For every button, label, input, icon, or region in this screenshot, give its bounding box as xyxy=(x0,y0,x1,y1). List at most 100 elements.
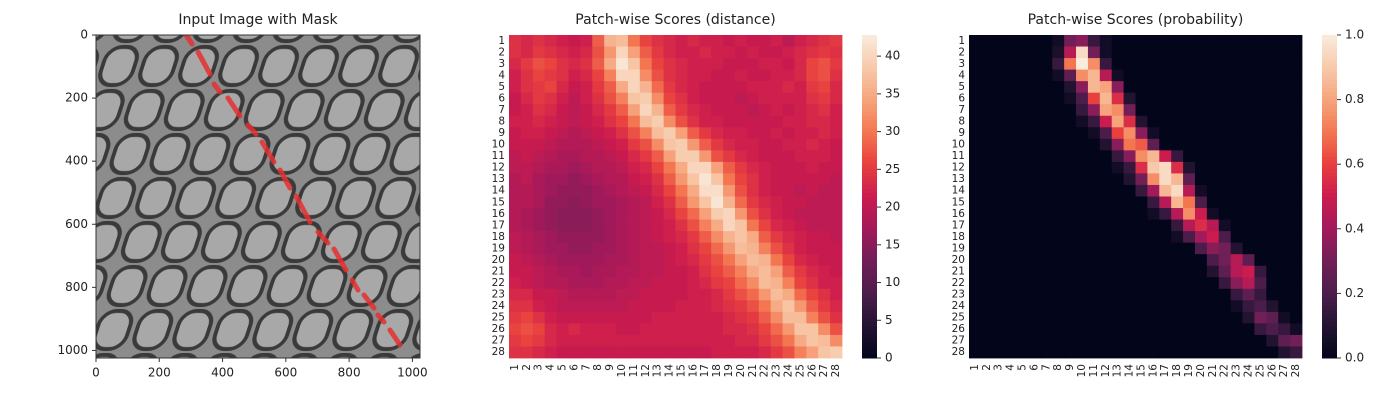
heatmap-cell xyxy=(616,69,629,82)
heatmap-cell xyxy=(1064,300,1077,313)
heatmap-cell xyxy=(1230,346,1243,359)
colorbar-swatch xyxy=(1322,261,1337,266)
heatmap-cell xyxy=(1159,242,1172,255)
y-tick-label: 19 xyxy=(492,242,505,254)
heatmap-cell xyxy=(1099,254,1113,267)
heatmap-cell xyxy=(509,219,522,232)
colorbar-tick-label: 0.8 xyxy=(1345,92,1364,106)
heatmap-cell xyxy=(639,184,653,197)
colorbar-swatch xyxy=(862,220,877,226)
y-tick-label: 4 xyxy=(958,69,965,81)
x-tick-label: 20 xyxy=(1195,364,1207,377)
heatmap-cell xyxy=(818,173,831,186)
heatmap-cell xyxy=(639,127,653,140)
heatmap-cell xyxy=(1016,46,1029,59)
heatmap-cell xyxy=(580,196,593,209)
heatmap-cell xyxy=(782,196,795,209)
heatmap-cell xyxy=(675,184,688,197)
heatmap-cell xyxy=(1016,231,1029,244)
heatmap-cell xyxy=(1171,161,1184,174)
y-tick-label: 28 xyxy=(952,346,965,358)
heatmap-cell xyxy=(1183,242,1196,255)
heatmap-cell xyxy=(1052,196,1065,209)
heatmap-cell xyxy=(1040,208,1053,220)
heatmap-cell xyxy=(699,46,712,59)
x-tick-label: 0 xyxy=(92,366,100,380)
heatmap-cell xyxy=(520,92,534,105)
heatmap-cell xyxy=(1016,173,1029,186)
heatmap-cell xyxy=(1278,208,1291,220)
heatmap-cell xyxy=(1183,346,1196,359)
heatmap-cell xyxy=(520,104,534,117)
heatmap-cell xyxy=(794,150,807,163)
heatmap-cell xyxy=(592,346,605,359)
colorbar-swatch xyxy=(862,95,877,101)
x-tick-label: 15 xyxy=(1135,364,1147,377)
heatmap-cell xyxy=(1004,161,1017,174)
heatmap-cell xyxy=(1052,150,1065,163)
heatmap-cell xyxy=(1206,242,1220,255)
heatmap-cell xyxy=(651,104,665,117)
heatmap-cell xyxy=(1135,127,1148,140)
heatmap-cell xyxy=(992,334,1006,347)
heatmap-cell xyxy=(992,115,1006,128)
y-tick-label: 11 xyxy=(952,150,965,162)
heatmap-cell xyxy=(1183,69,1196,82)
heatmap-cell xyxy=(1171,127,1184,140)
heatmap-cell xyxy=(1040,69,1053,82)
heatmap-cell xyxy=(580,46,593,59)
heatmap-cell xyxy=(830,115,843,128)
x-tick-label: 18 xyxy=(1171,364,1183,377)
heatmap-cell xyxy=(544,104,557,117)
y-tick-label: 1 xyxy=(958,35,965,47)
heatmap-cell xyxy=(818,208,831,220)
heatmap-cell xyxy=(806,115,819,128)
heatmap-cell xyxy=(1016,196,1029,209)
x-tick-label: 2 xyxy=(981,364,993,371)
heatmap-cell xyxy=(1254,127,1267,140)
heatmap-cell xyxy=(675,288,688,301)
heatmap-cell xyxy=(1016,58,1029,71)
heatmap-cell xyxy=(1266,35,1279,47)
heatmap-cell xyxy=(1076,334,1089,347)
heatmap-cell xyxy=(1099,69,1113,82)
heatmap-cell xyxy=(1278,346,1291,359)
heatmap-cell xyxy=(1040,311,1053,324)
heatmap-cell xyxy=(1052,184,1065,197)
heatmap-cell xyxy=(1064,219,1077,232)
heatmap-cell xyxy=(830,311,843,324)
heatmap-cell xyxy=(1206,104,1220,117)
heatmap-cell xyxy=(1052,115,1065,128)
heatmap-cell xyxy=(1028,265,1041,278)
heatmap-cell xyxy=(1278,161,1291,174)
heatmap-cell xyxy=(520,115,534,128)
colorbar-swatch xyxy=(1322,63,1337,68)
heatmap-cell xyxy=(1076,184,1089,197)
heatmap-cell xyxy=(532,208,546,220)
heatmap-cell xyxy=(1206,288,1220,301)
heatmap-cell xyxy=(1028,58,1041,71)
heatmap-cell xyxy=(1218,127,1232,140)
heatmap-cell xyxy=(1159,208,1172,220)
heatmap-cell xyxy=(1230,300,1243,313)
heatmap-cell xyxy=(1004,323,1017,336)
heatmap-cell xyxy=(794,231,807,244)
heatmap-cell xyxy=(1266,69,1279,82)
heatmap-cell xyxy=(806,196,819,209)
heatmap-cell xyxy=(1004,242,1017,255)
heatmap-cell xyxy=(520,288,534,301)
heatmap-cell xyxy=(1076,127,1089,140)
heatmap-cell xyxy=(568,300,581,313)
heatmap-cell xyxy=(1052,127,1065,140)
colorbar-swatch xyxy=(1322,135,1337,141)
heatmap-cell xyxy=(627,46,641,59)
heatmap-cell xyxy=(1028,311,1041,324)
heatmap-cell xyxy=(1111,46,1125,59)
heatmap-cell xyxy=(1099,208,1113,220)
axes-frame xyxy=(95,34,421,359)
heatmap-cell xyxy=(639,346,653,359)
x-tick-label: 21 xyxy=(747,364,759,377)
y-tick-label: 5 xyxy=(498,81,505,93)
heatmap-cell xyxy=(1266,92,1279,105)
heatmap-cell xyxy=(532,323,546,336)
